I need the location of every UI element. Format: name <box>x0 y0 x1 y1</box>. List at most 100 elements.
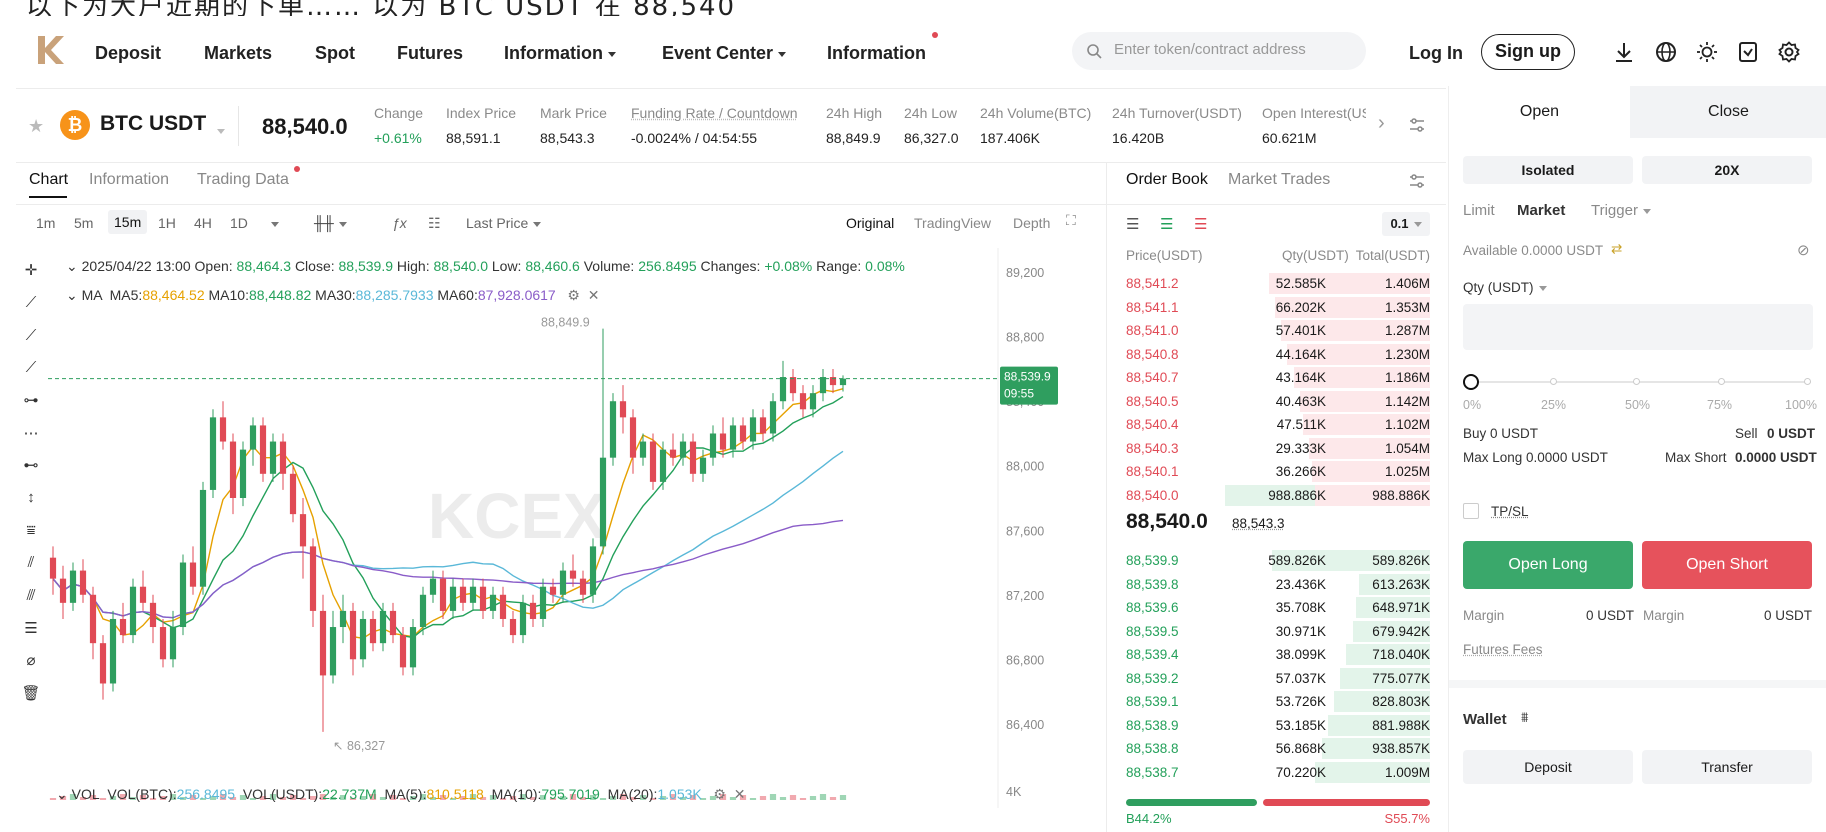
extended-line-icon[interactable]: ⟋ <box>25 359 37 377</box>
bid-row[interactable]: 88,539.2 57.037K 775.077K <box>1106 667 1436 690</box>
parallel-channel-icon[interactable]: ⩸ <box>26 521 36 539</box>
login-link[interactable]: Log In <box>1409 43 1463 63</box>
slider-mark[interactable]: 50% <box>1625 398 1651 412</box>
bid-row[interactable]: 88,539.4 38.099K 718.040K <box>1106 643 1436 666</box>
collapse-icon[interactable]: ⌄ <box>56 786 72 802</box>
order-type-limit[interactable]: Limit <box>1463 202 1495 219</box>
nav-deposit[interactable]: Deposit <box>95 43 162 63</box>
order-type-market[interactable]: Market <box>1517 202 1566 219</box>
nav-markets[interactable]: Markets <box>204 43 273 63</box>
sliders-icon[interactable] <box>1408 172 1426 190</box>
wallet-chart-icon[interactable]: ⩩ <box>1521 709 1529 725</box>
crosshair-icon[interactable]: ✛ <box>24 262 38 280</box>
tab-chart[interactable]: Chart <box>29 171 69 188</box>
tab-market-trades[interactable]: Market Trades <box>1228 171 1331 188</box>
sliders-icon[interactable] <box>1408 116 1426 134</box>
interval-5m[interactable]: 5m <box>74 215 94 231</box>
open-short-button[interactable]: Open Short <box>1642 541 1812 589</box>
fib-icon[interactable]: ⫽ <box>27 554 35 572</box>
ray-icon[interactable]: ⟋ <box>25 326 37 344</box>
ask-row[interactable]: 88,541.1 66.202K 1.353M <box>1106 296 1436 319</box>
bid-row[interactable]: 88,538.7 70.220K 1.009M <box>1106 761 1436 784</box>
nav-event-center[interactable]: Event Center <box>662 43 787 64</box>
candle-type-icon[interactable]: ╫╫ <box>314 215 347 231</box>
collapse-icon[interactable]: ⌄ <box>66 258 82 274</box>
precision-dropdown[interactable]: 0.1 <box>1382 212 1430 236</box>
pair-dropdown-icon[interactable] <box>212 123 225 141</box>
futures-fees-link[interactable]: Futures Fees <box>1463 642 1543 657</box>
signup-button[interactable]: Sign up <box>1481 34 1575 70</box>
slider-mark[interactable]: 0% <box>1463 398 1482 412</box>
qty-unit-dropdown[interactable]: Qty (USDT) <box>1463 280 1547 295</box>
tab-close[interactable]: Close <box>1630 86 1826 138</box>
interval-15m[interactable]: 15m <box>108 210 148 234</box>
qty-slider-handle[interactable] <box>1463 374 1479 390</box>
ask-row[interactable]: 88,540.7 43.164K 1.186M <box>1106 366 1436 389</box>
stat-label[interactable]: Funding Rate / Countdown <box>631 105 798 121</box>
bid-row[interactable]: 88,539.8 23.436K 613.263K <box>1106 573 1436 596</box>
ob-both-view-icon[interactable]: ☰ <box>1126 216 1140 233</box>
indicator-fx-icon[interactable]: ƒx <box>392 215 407 231</box>
tab-information[interactable]: Information <box>89 171 170 188</box>
wallet-transfer-button[interactable]: Transfer <box>1642 750 1812 784</box>
price-line-icon[interactable]: ⊷ <box>23 457 39 475</box>
interval-1m[interactable]: 1m <box>36 215 56 231</box>
view-depth[interactable]: Depth <box>1013 215 1051 231</box>
ob-asks-view-icon[interactable]: ☰ <box>1194 216 1208 233</box>
ob-mark-price[interactable]: 88,543.3 <box>1232 516 1285 531</box>
search-box[interactable] <box>1072 32 1366 70</box>
close-icon[interactable]: ✕ <box>587 287 600 303</box>
slider-mark[interactable]: 75% <box>1707 398 1733 412</box>
interval-1d[interactable]: 1D <box>230 215 248 231</box>
last-price-dropdown[interactable]: Last Price <box>466 215 542 231</box>
fullscreen-icon[interactable]: ⛶ <box>1066 212 1076 228</box>
interval-more-dropdown[interactable] <box>266 215 279 231</box>
ask-row[interactable]: 88,541.0 57.401K 1.287M <box>1106 319 1436 342</box>
nav-information[interactable]: Information <box>827 43 926 63</box>
candlestick-chart[interactable]: KCEX89,20088,80088,40088,00087,60087,200… <box>48 248 1058 808</box>
ask-row[interactable]: 88,540.3 29.333K 1.054M <box>1106 437 1436 460</box>
text-tool-icon[interactable]: ☰ <box>24 619 38 637</box>
orders-icon[interactable] <box>1738 41 1758 63</box>
bid-row[interactable]: 88,538.9 53.185K 881.988K <box>1106 714 1436 737</box>
search-input[interactable] <box>1114 41 1354 58</box>
horizontal-ray-icon[interactable]: ⋯ <box>23 424 39 442</box>
vertical-line-icon[interactable]: ↕ <box>27 489 35 507</box>
ask-row[interactable]: 88,540.5 40.463K 1.142M <box>1106 390 1436 413</box>
settings-icon[interactable] <box>1778 41 1800 63</box>
view-original[interactable]: Original <box>846 215 895 231</box>
ask-row[interactable]: 88,540.8 44.164K 1.230M <box>1106 343 1436 366</box>
view-tradingview[interactable]: TradingView <box>914 215 992 231</box>
close-icon[interactable]: ✕ <box>733 786 746 802</box>
pattern-icon[interactable]: ⫻ <box>26 586 36 604</box>
star-icon[interactable]: ★ <box>28 116 45 136</box>
swap-icon[interactable]: ⇄ <box>1611 241 1623 256</box>
bid-row[interactable]: 88,539.1 53.726K 828.803K <box>1106 690 1436 713</box>
trash-icon[interactable]: 🗑︎ <box>21 684 41 702</box>
interval-1h[interactable]: 1H <box>158 215 176 231</box>
leverage-button[interactable]: 20X <box>1642 156 1812 184</box>
nav-spot[interactable]: Spot <box>315 43 355 63</box>
ask-row[interactable]: 88,540.1 36.266K 1.025M <box>1106 460 1436 483</box>
ob-bids-view-icon[interactable]: ☰ <box>1160 216 1174 233</box>
tab-trading-data[interactable]: Trading Data <box>197 171 289 188</box>
vol-settings-icon[interactable]: ⚙ <box>713 786 726 802</box>
wallet-deposit-button[interactable]: Deposit <box>1463 750 1633 784</box>
chevron-right-icon[interactable]: › <box>1378 112 1385 134</box>
qty-input[interactable] <box>1463 304 1813 350</box>
globe-icon[interactable] <box>1655 41 1677 63</box>
ask-row[interactable]: 88,540.4 47.511K 1.102M <box>1106 413 1436 436</box>
nav-information-dropdown[interactable]: Information <box>504 43 616 64</box>
calculator-icon[interactable]: ⊘ <box>1797 242 1810 259</box>
bid-row[interactable]: 88,538.8 56.868K 938.857K <box>1106 737 1436 760</box>
download-icon[interactable] <box>1614 41 1634 63</box>
layout-icon[interactable]: ☷ <box>428 215 441 231</box>
collapse-icon[interactable]: ⌄ <box>66 287 82 303</box>
bid-row[interactable]: 88,539.6 35.708K 648.971K <box>1106 596 1436 619</box>
interval-4h[interactable]: 4H <box>194 215 212 231</box>
tab-order-book[interactable]: Order Book <box>1126 171 1208 188</box>
theme-icon[interactable] <box>1696 41 1718 63</box>
slider-mark[interactable]: 25% <box>1541 398 1567 412</box>
ma-settings-icon[interactable]: ⚙ <box>567 287 580 303</box>
bid-row[interactable]: 88,539.5 30.971K 679.942K <box>1106 620 1436 643</box>
